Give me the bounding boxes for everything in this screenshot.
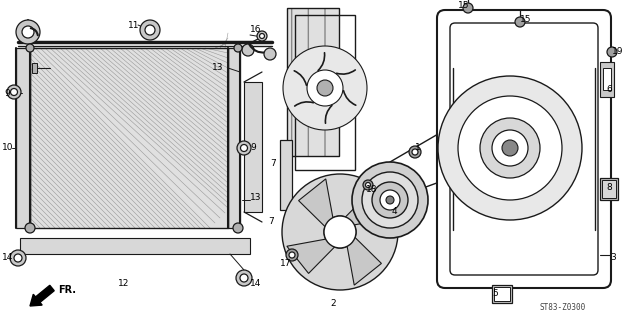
Bar [30,48,228,228]
Circle shape [282,174,398,290]
Bar [287,8,339,156]
Circle shape [412,149,418,155]
Circle shape [362,172,418,228]
Circle shape [140,20,160,40]
Circle shape [463,3,473,13]
Circle shape [317,80,333,96]
Bar [30,48,228,228]
Circle shape [237,141,251,155]
Circle shape [259,34,264,38]
Circle shape [289,252,295,258]
Circle shape [286,249,298,261]
Circle shape [264,48,276,60]
Circle shape [324,216,356,248]
Bar [16,48,30,228]
Text: 10: 10 [2,143,13,153]
Bar [280,140,292,210]
Circle shape [380,190,400,210]
Text: 14: 14 [2,253,13,262]
Bar [20,238,250,254]
Polygon shape [299,179,333,227]
Bar [244,82,262,212]
Circle shape [236,270,252,286]
Bar [603,68,611,90]
Circle shape [365,182,371,188]
Bar [492,285,512,303]
Bar [32,63,37,73]
Circle shape [324,216,356,248]
Text: 14: 14 [250,278,261,287]
Circle shape [7,85,21,99]
Circle shape [480,118,540,178]
Circle shape [307,70,343,106]
Text: 5: 5 [492,289,498,298]
Circle shape [607,47,617,57]
Circle shape [10,89,17,95]
Text: 13: 13 [250,194,262,203]
Circle shape [515,17,525,27]
Circle shape [352,162,428,238]
Bar [228,48,240,228]
Text: 15: 15 [458,2,470,11]
Text: 13: 13 [212,63,223,73]
Circle shape [25,223,35,233]
Text: 2: 2 [330,299,335,308]
Bar [600,62,614,97]
Circle shape [386,196,394,204]
Circle shape [16,20,40,44]
Circle shape [145,25,155,35]
Bar [494,287,510,301]
Text: 18: 18 [366,186,378,195]
Circle shape [240,274,248,282]
Text: 6: 6 [606,85,612,94]
Circle shape [241,145,248,151]
Polygon shape [346,191,393,225]
Polygon shape [287,239,335,273]
Text: 7: 7 [268,218,274,227]
Circle shape [458,96,562,200]
Circle shape [492,130,528,166]
Circle shape [14,254,22,262]
Circle shape [26,44,34,52]
Text: 9: 9 [250,143,256,153]
Circle shape [363,180,373,190]
Text: 19: 19 [612,47,623,57]
Text: 7: 7 [270,158,276,167]
FancyArrow shape [30,285,54,306]
Text: 15: 15 [520,15,531,25]
Polygon shape [347,237,381,285]
Text: 12: 12 [118,278,129,287]
Circle shape [502,140,518,156]
Bar [287,8,339,156]
Circle shape [332,224,348,240]
Circle shape [409,146,421,158]
Text: 16: 16 [250,26,262,35]
Text: 8: 8 [606,183,612,193]
Bar [600,178,618,200]
Text: 1: 1 [415,143,420,153]
Circle shape [438,76,582,220]
Circle shape [233,223,243,233]
Circle shape [257,31,267,41]
Text: 9: 9 [4,89,10,98]
Text: 17: 17 [280,259,291,268]
Circle shape [372,182,408,218]
Text: 11: 11 [128,20,140,29]
Circle shape [10,250,26,266]
Circle shape [242,44,254,56]
Circle shape [283,46,367,130]
Text: FR.: FR. [58,285,76,295]
Text: ST83-Z0300: ST83-Z0300 [540,303,586,313]
Circle shape [234,44,242,52]
Text: 4: 4 [392,207,397,217]
Text: 3: 3 [610,252,616,261]
Circle shape [22,26,34,38]
Bar [602,180,616,198]
FancyBboxPatch shape [437,10,611,288]
Bar [295,15,355,170]
